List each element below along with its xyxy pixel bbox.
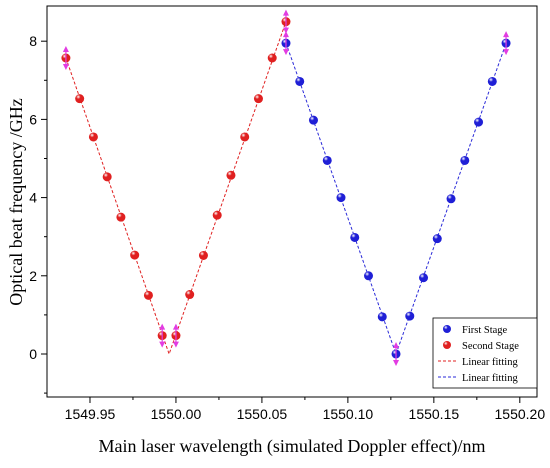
second-stage-point (212, 210, 222, 220)
first-stage-point (377, 312, 387, 322)
legend-label: Linear fitting (462, 373, 518, 384)
first-stage-point (460, 155, 470, 165)
first-stage-point (432, 234, 442, 244)
second-stage-point (267, 53, 277, 63)
first-stage-point (350, 232, 360, 242)
second-stage-point (88, 132, 98, 142)
x-tick-label: 1549.95 (65, 406, 116, 422)
first-stage-point (405, 311, 415, 321)
y-tick-label: 2 (29, 268, 37, 284)
second-stage-point (198, 250, 208, 260)
legend-swatch-point (443, 325, 451, 333)
second-stage-point (130, 250, 140, 260)
x-axis-title: Main laser wavelength (simulated Doppler… (98, 436, 485, 457)
x-tick-label: 1550.05 (237, 406, 288, 422)
second-stage-point (185, 290, 195, 300)
x-tick-label: 1550.10 (323, 406, 374, 422)
first-stage-point (419, 273, 429, 283)
second-stage-point (240, 132, 250, 142)
error-arrow-up (282, 31, 289, 38)
legend-label: Second Stage (462, 341, 519, 352)
legend-entry: Linear fitting (438, 373, 518, 384)
error-arrow-up (393, 341, 400, 348)
error-arrow-down (503, 49, 510, 56)
error-marker (503, 31, 510, 56)
first-stage-point (364, 271, 374, 281)
error-marker (62, 46, 69, 71)
error-marker (282, 31, 289, 56)
plot-frame (46, 5, 538, 398)
first-stage-point (474, 117, 484, 127)
error-arrow-up (282, 9, 289, 16)
legend-label: First Stage (462, 325, 508, 336)
error-arrow-down (393, 359, 400, 366)
legend-swatch-point (443, 341, 451, 349)
error-arrow-down (282, 49, 289, 56)
y-axis-title: Optical beat frequency /GHz (6, 98, 26, 305)
error-arrow-up (159, 323, 166, 330)
second-stage-point (143, 290, 153, 300)
y-axis-ticks: 0 2 4 6 8 (29, 33, 47, 394)
y-tick-label: 8 (29, 33, 37, 49)
error-marker (159, 323, 166, 348)
first-stage-point (336, 193, 346, 203)
error-marker (393, 341, 400, 366)
legend-label: Linear fitting (462, 357, 518, 368)
second-stage-point (75, 94, 85, 104)
first-stage-point (446, 194, 456, 204)
y-tick-label: 4 (29, 190, 37, 206)
error-arrow-down (172, 341, 179, 348)
second-stage-point (253, 94, 263, 104)
first-stage-point (295, 76, 305, 86)
legend-entry: First Stage (443, 325, 508, 336)
x-axis-ticks: 1549.95 1550.00 1550.05 1550.10 1550.15 1550.… (65, 397, 546, 422)
error-marker (172, 323, 179, 348)
first-stage-point (487, 76, 497, 86)
x-tick-label: 1550.15 (409, 406, 460, 422)
first-stage-point (308, 115, 318, 125)
second-stage-point (116, 212, 126, 222)
error-arrow-down (62, 64, 69, 71)
y-tick-label: 6 (29, 111, 37, 127)
legend-entry: Second Stage (443, 341, 519, 352)
error-markers (62, 9, 510, 366)
legend-entry: Linear fitting (438, 357, 518, 368)
first-stage-point (322, 155, 332, 165)
second-stage-point (102, 172, 112, 182)
second-stage-point (226, 170, 236, 180)
error-arrow-down (282, 27, 289, 34)
legend: First Stage Second Stage Linear fitting Lin… (432, 317, 538, 389)
x-tick-label: 1550.00 (151, 406, 202, 422)
data-points (61, 17, 511, 359)
error-arrow-down (159, 341, 166, 348)
error-marker (282, 9, 289, 34)
error-arrow-up (172, 323, 179, 330)
error-arrow-up (62, 46, 69, 53)
error-arrow-up (503, 31, 510, 38)
x-tick-label: 1550.20 (495, 406, 546, 422)
y-tick-label: 0 (29, 346, 37, 362)
